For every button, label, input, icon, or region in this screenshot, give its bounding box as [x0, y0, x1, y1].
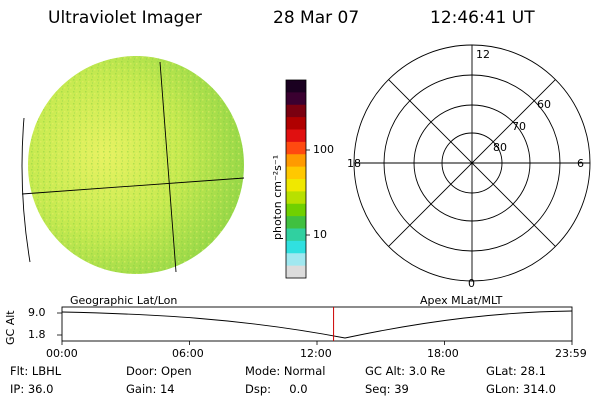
colorbar-segment — [286, 129, 306, 143]
polar-lat-70: 70 — [512, 120, 526, 133]
stat-glon: GLon: 314.0 — [486, 382, 556, 396]
limb-arc — [21, 117, 31, 263]
timeline-xtick-0000: 00:00 — [46, 347, 78, 360]
instrument-title: Ultraviolet Imager — [48, 8, 202, 28]
stat-filter: Flt: LBHL — [10, 364, 62, 378]
time-label: 12:46:41 UT — [430, 8, 535, 28]
colorbar-segment — [286, 191, 306, 205]
earth-image — [21, 56, 245, 274]
colorbar-segment — [286, 141, 306, 155]
polar-plot — [353, 44, 591, 282]
timeline-left-title: Geographic Lat/Lon — [70, 294, 178, 307]
altitude-curve — [61, 310, 573, 339]
colorbar-tick-100: 100 — [313, 143, 334, 156]
colorbar-tick-10: 10 — [313, 228, 327, 241]
polar-lat-80: 80 — [493, 141, 507, 154]
meridian-line — [159, 61, 177, 273]
stat-gain: Gain: 14 — [126, 382, 175, 396]
timeline-right-title: Apex MLat/MLT — [420, 294, 503, 307]
colorbar-segment — [286, 117, 306, 130]
colorbar-segment — [286, 228, 306, 242]
stat-dsp: Dsp: 0.0 — [245, 382, 308, 396]
polar-label-12: 12 — [476, 48, 490, 61]
colorbar-segment — [286, 80, 306, 93]
colorbar-segment — [286, 166, 306, 180]
stat-door: Door: Open — [126, 364, 192, 378]
timeline-ytick-1-8: 1.8 — [28, 328, 46, 341]
colorbar-segment — [286, 253, 306, 267]
timeline-xtick-2359: 23:59 — [555, 347, 587, 360]
timeline-xtick-1200: 12:00 — [300, 347, 332, 360]
stat-seq: Seq: 39 — [365, 382, 409, 396]
colorbar-label: photon cm⁻²s⁻¹ — [271, 154, 284, 240]
colorbar-segment — [286, 104, 306, 118]
date-label: 28 Mar 07 — [273, 8, 360, 28]
timeline-ytick-9: 9.0 — [28, 306, 46, 319]
colorbar — [286, 80, 306, 279]
polar-label-18: 18 — [347, 157, 361, 170]
timeline-xtick-1800: 18:00 — [427, 347, 459, 360]
timeline-axis-label: GC Alt — [4, 310, 17, 345]
polar-lat-60: 60 — [537, 98, 551, 111]
timeline-xtick-0600: 06:00 — [172, 347, 204, 360]
stat-mode: Mode: Normal — [245, 364, 326, 378]
stat-gc-alt: GC Alt: 3.0 Re — [365, 364, 446, 378]
colorbar-segment — [286, 240, 306, 254]
equator-line — [21, 177, 245, 195]
stat-ip: IP: 36.0 — [10, 382, 54, 396]
timeline-panel — [57, 306, 573, 345]
polar-label-6: 6 — [577, 157, 584, 170]
timeline-frame — [61, 306, 573, 342]
polar-label-0: 0 — [468, 277, 475, 290]
colorbar-segment — [286, 92, 306, 106]
colorbar-segment — [286, 179, 306, 192]
colorbar-segment — [286, 203, 306, 217]
colorbar-segment — [286, 265, 306, 279]
stat-glat: GLat: 28.1 — [486, 364, 547, 378]
colorbar-segment — [286, 154, 306, 168]
colorbar-segment — [286, 216, 306, 229]
